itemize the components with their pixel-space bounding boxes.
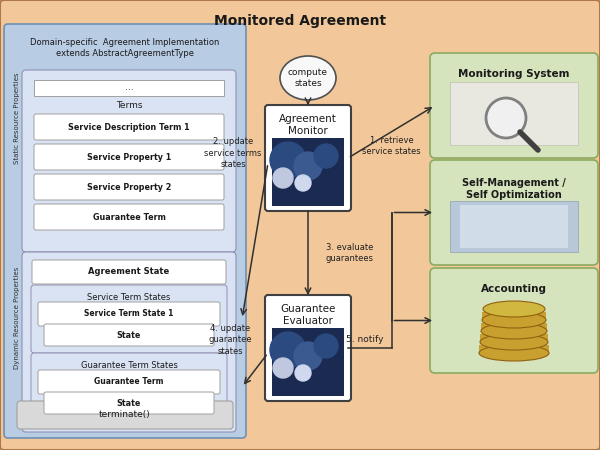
- Bar: [480, 334, 548, 342]
- Circle shape: [314, 144, 338, 168]
- Text: Service Property 1: Service Property 1: [87, 153, 171, 162]
- Text: State: State: [117, 330, 141, 339]
- Text: Dynamic Resource Properties: Dynamic Resource Properties: [14, 267, 20, 369]
- FancyBboxPatch shape: [430, 160, 598, 265]
- Circle shape: [273, 358, 293, 378]
- Text: Guarantee Term: Guarantee Term: [94, 378, 164, 387]
- Text: Guarantee
Evaluator: Guarantee Evaluator: [280, 304, 335, 326]
- FancyBboxPatch shape: [17, 401, 233, 429]
- Circle shape: [273, 168, 293, 188]
- Text: Service Property 2: Service Property 2: [87, 183, 171, 192]
- Circle shape: [314, 334, 338, 358]
- Bar: [34, 80, 224, 96]
- Text: 3. evaluate
guarantees: 3. evaluate guarantees: [326, 243, 374, 263]
- Text: 2. update
service terms
states: 2. update service terms states: [205, 137, 262, 169]
- FancyBboxPatch shape: [34, 144, 224, 170]
- Text: Static Resource Properties: Static Resource Properties: [14, 72, 20, 164]
- FancyBboxPatch shape: [44, 392, 214, 414]
- Bar: [479, 345, 549, 353]
- Bar: [482, 312, 546, 320]
- Ellipse shape: [481, 323, 547, 339]
- Bar: [460, 205, 568, 248]
- Text: Self-Management /
Self Optimization: Self-Management / Self Optimization: [462, 178, 566, 200]
- Circle shape: [295, 365, 311, 381]
- Ellipse shape: [480, 334, 548, 350]
- Bar: [481, 323, 547, 331]
- Text: Service Term States: Service Term States: [88, 292, 170, 302]
- Circle shape: [486, 98, 526, 138]
- Text: Guarantee Term: Guarantee Term: [92, 212, 166, 221]
- Ellipse shape: [483, 301, 545, 317]
- Circle shape: [294, 152, 322, 180]
- FancyBboxPatch shape: [265, 295, 351, 401]
- FancyBboxPatch shape: [38, 302, 220, 326]
- Text: 5. notify: 5. notify: [346, 336, 383, 345]
- Text: Service Term State 1: Service Term State 1: [85, 310, 173, 319]
- FancyBboxPatch shape: [31, 353, 227, 421]
- FancyBboxPatch shape: [430, 268, 598, 373]
- Text: ...: ...: [125, 84, 133, 93]
- Text: Agreement State: Agreement State: [88, 267, 170, 276]
- FancyBboxPatch shape: [32, 260, 226, 284]
- Text: Domain-specific  Agreement Implementation
extends AbstractAgreementType: Domain-specific Agreement Implementation…: [31, 38, 220, 58]
- FancyBboxPatch shape: [4, 24, 246, 438]
- FancyBboxPatch shape: [22, 70, 236, 252]
- Text: Agreement
Monitor: Agreement Monitor: [279, 114, 337, 136]
- Bar: [450, 82, 578, 145]
- Text: Monitoring System: Monitoring System: [458, 69, 570, 79]
- Text: 4. update
guarantee
states: 4. update guarantee states: [208, 324, 252, 356]
- Text: Guarantee Term States: Guarantee Term States: [80, 360, 178, 369]
- Circle shape: [270, 142, 306, 178]
- Text: Accounting: Accounting: [481, 284, 547, 294]
- FancyBboxPatch shape: [31, 285, 227, 353]
- FancyBboxPatch shape: [34, 174, 224, 200]
- Circle shape: [295, 175, 311, 191]
- FancyBboxPatch shape: [430, 53, 598, 158]
- FancyBboxPatch shape: [34, 114, 224, 140]
- FancyBboxPatch shape: [34, 204, 224, 230]
- Text: terminate(): terminate(): [99, 410, 151, 419]
- Circle shape: [294, 342, 322, 370]
- FancyBboxPatch shape: [38, 370, 220, 394]
- Text: Service Description Term 1: Service Description Term 1: [68, 122, 190, 131]
- Bar: [272, 138, 344, 206]
- Circle shape: [270, 332, 306, 368]
- Text: Monitored Agreement: Monitored Agreement: [214, 14, 386, 28]
- Text: 1. retrieve
service states: 1. retrieve service states: [362, 136, 421, 156]
- FancyBboxPatch shape: [265, 105, 351, 211]
- Ellipse shape: [479, 345, 549, 361]
- FancyBboxPatch shape: [44, 324, 214, 346]
- Text: Terms: Terms: [116, 102, 142, 111]
- FancyBboxPatch shape: [22, 252, 236, 432]
- Ellipse shape: [482, 312, 546, 328]
- Ellipse shape: [280, 56, 336, 100]
- Bar: [450, 201, 578, 252]
- Text: State: State: [117, 399, 141, 408]
- Bar: [272, 328, 344, 396]
- Text: compute
states: compute states: [288, 68, 328, 88]
